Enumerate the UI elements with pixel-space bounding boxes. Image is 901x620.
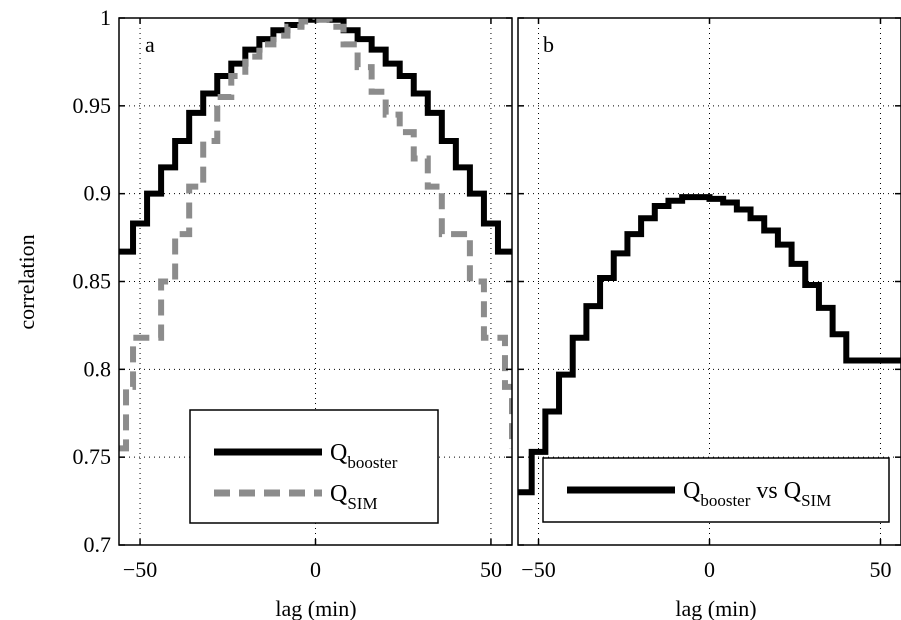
legend-name: Q [683, 478, 700, 504]
legend-entry-text: QSIM [330, 481, 378, 513]
x-tick-label: 0 [704, 557, 715, 582]
series-group [518, 194, 901, 496]
legend-entry-text: Qbooster vs QSIM [683, 478, 831, 510]
y-tick-label: 0.7 [84, 532, 112, 557]
panel-b: −50 0 50 b Qbooster vs QSIM [517, 17, 901, 582]
legend-box [189, 409, 439, 524]
series-line-q-booster [518, 194, 901, 496]
x-tick-label: 50 [869, 557, 891, 582]
x-tick-label: 0 [310, 557, 321, 582]
legend-name-sub: booster [347, 453, 397, 472]
panel-letter: a [145, 32, 155, 57]
panel-a: −50 0 500.70.750.80.850.90.951aQboosterQSI… [73, 5, 513, 582]
series-line-q-sim [119, 18, 512, 452]
legend-name: Q [330, 481, 347, 507]
x-axis-label-b: lag (min) [675, 596, 756, 620]
y-tick-label: 0.9 [84, 181, 112, 206]
y-tick-label: 0.85 [73, 269, 112, 294]
y-tick-label: 0.95 [73, 93, 112, 118]
legend: Qbooster vs QSIM [542, 457, 890, 523]
legend-name-sub: SIM [347, 494, 377, 513]
x-tick-label: 50 [480, 557, 502, 582]
legend-name-sub: booster [700, 491, 750, 510]
y-tick-label: 0.8 [84, 356, 112, 381]
panel-letter: b [543, 32, 554, 57]
x-tick-label: −50 [521, 557, 555, 582]
x-tick-label: −50 [123, 557, 157, 582]
y-axis-label: correlation [14, 234, 39, 329]
legend-name-sub2: SIM [801, 491, 831, 510]
y-tick-label: 1 [100, 5, 111, 30]
legend-name: Q [330, 440, 347, 466]
legend-entry-text: Qbooster [330, 440, 398, 472]
x-axis-label-a: lag (min) [275, 596, 356, 620]
y-tick-label: 0.75 [73, 444, 112, 469]
legend-name-mid: vs Q [750, 478, 801, 504]
